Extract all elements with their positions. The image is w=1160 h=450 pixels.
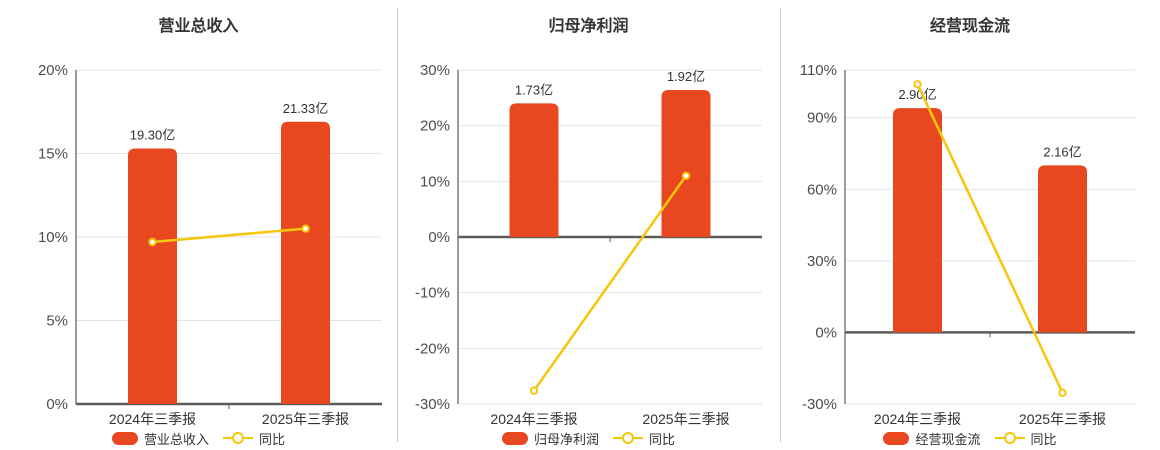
net-profit-chart-canvas: 30% 20% 10% 0% -10% -20% -30% 1.73亿 1.92亿 2024年三季… <box>415 62 762 427</box>
chart-legend-revenue: 营业总收入 同比 <box>0 428 397 448</box>
y-axis-tick-label: -10% <box>415 285 450 302</box>
bar-series-swatch-icon <box>501 431 528 445</box>
yoy-line-point-2025年三季报[interactable] <box>1058 388 1067 397</box>
legend-item-line-series[interactable]: 同比 <box>994 429 1057 448</box>
chart-legend-net-profit: 归母净利润 同比 <box>397 428 780 448</box>
yoy-line <box>916 83 1064 394</box>
bar-2025年三季报[interactable] <box>281 121 330 405</box>
legend-item-bar-series[interactable]: 归母净利润 <box>501 429 599 448</box>
revenue-chart-canvas: 20% 15% 10% 5% 0% 19.30亿 21.33亿 2024年三季报 2025年三季… <box>38 62 382 427</box>
panel-revenue: 营业总收入 20% 15% 10% 5% 0% 19.30亿 21.33亿 2024年三季报 2… <box>0 0 397 450</box>
legend-item-bar-series[interactable]: 经营现金流 <box>883 429 981 448</box>
bar-value-label: 2.90亿 <box>898 87 936 102</box>
y-axis-tick-label: 60% <box>807 181 837 198</box>
yoy-line-point-2025年三季报[interactable] <box>301 224 310 233</box>
bar-2025年三季报[interactable] <box>1038 165 1087 333</box>
x-axis-category-label: 2024年三季报 <box>109 411 196 427</box>
y-axis-tick-label: 20% <box>38 62 68 79</box>
x-axis-category-label: 2025年三季报 <box>262 411 349 427</box>
legend-item-line-series[interactable]: 同比 <box>223 429 285 448</box>
y-axis-tick-label: 30% <box>420 62 450 79</box>
legend-label: 同比 <box>259 431 286 447</box>
legend-label: 营业总收入 <box>143 431 209 447</box>
y-axis-tick-label: -30% <box>415 396 450 413</box>
bar-value-label: 1.73亿 <box>515 82 553 97</box>
bar-series-swatch-icon <box>111 431 138 445</box>
y-axis-tick-label: 20% <box>420 118 450 135</box>
yoy-line-point-2024年三季报[interactable] <box>529 386 539 395</box>
chart-legend-cash-flow: 经营现金流 同比 <box>780 428 1160 448</box>
y-axis-tick-label: 0% <box>815 324 837 341</box>
x-axis-category-label: 2024年三季报 <box>874 411 961 427</box>
y-axis-tick-label: 15% <box>38 146 68 163</box>
bar-series-swatch-icon <box>883 431 910 445</box>
chart-title-revenue: 营业总收入 <box>158 18 239 35</box>
y-axis-tick-label: 0% <box>428 229 450 246</box>
legend-item-line-series[interactable]: 同比 <box>613 429 675 448</box>
yoy-line-point-2025年三季报[interactable] <box>681 171 691 180</box>
cash-flow-chart-canvas: 110% 90% 60% 30% 0% -30% 2.90亿 2.16亿 2024年三季报 202… <box>800 62 1135 427</box>
y-axis-tick-label: 90% <box>807 110 837 127</box>
x-axis-category-label: 2024年三季报 <box>490 411 577 427</box>
bar-value-label: 2.16亿 <box>1043 144 1081 159</box>
legend-item-bar-series[interactable]: 营业总收入 <box>111 429 209 448</box>
chart-title-cash-flow: 经营现金流 <box>929 18 1010 35</box>
yoy-line-point-2024年三季报[interactable] <box>148 237 157 247</box>
legend-label: 同比 <box>649 431 676 447</box>
y-axis-tick-label: 110% <box>800 62 837 79</box>
yoy-line-point-2024年三季报[interactable] <box>913 80 922 89</box>
y-axis-tick-label: -20% <box>415 340 450 357</box>
bar-2024年三季报[interactable] <box>128 148 177 404</box>
chart-title-net-profit: 归母净利润 <box>548 18 629 35</box>
yoy-line <box>532 175 688 392</box>
x-axis-category-label: 2025年三季报 <box>642 411 729 427</box>
bar-value-label: 1.92亿 <box>667 69 705 84</box>
panel-divider <box>780 8 781 442</box>
legend-label: 同比 <box>1030 431 1057 447</box>
line-series-icon <box>994 432 1025 444</box>
y-axis-tick-label: -30% <box>802 396 837 413</box>
panel-operating-cash-flow: 经营现金流 110% 90% 60% 30% 0% -30% 2.90亿 2.16亿 2024年… <box>780 0 1160 450</box>
bar-value-label: 19.30亿 <box>130 127 176 142</box>
line-series-icon <box>223 432 253 444</box>
y-axis-tick-label: 10% <box>38 229 68 246</box>
panel-net-profit: 归母净利润 30% 20% 10% 0% -10% -20% -30% 1.73亿 1.92亿 2… <box>397 0 780 450</box>
bar-2024年三季报[interactable] <box>893 108 942 333</box>
legend-label: 经营现金流 <box>915 431 981 447</box>
bar-value-label: 21.33亿 <box>283 101 329 116</box>
bar-2024年三季报[interactable] <box>509 103 559 238</box>
y-axis-tick-label: 0% <box>46 396 68 413</box>
bar-2025年三季报[interactable] <box>661 90 711 237</box>
y-axis-tick-label: 10% <box>420 173 450 190</box>
panel-divider <box>397 8 398 442</box>
line-series-icon <box>613 432 643 444</box>
y-axis-tick-label: 5% <box>46 313 68 330</box>
y-axis-tick-label: 30% <box>807 253 837 270</box>
yoy-line <box>152 227 306 244</box>
x-axis-category-label: 2025年三季报 <box>1019 411 1106 427</box>
legend-label: 归母净利润 <box>533 431 599 447</box>
